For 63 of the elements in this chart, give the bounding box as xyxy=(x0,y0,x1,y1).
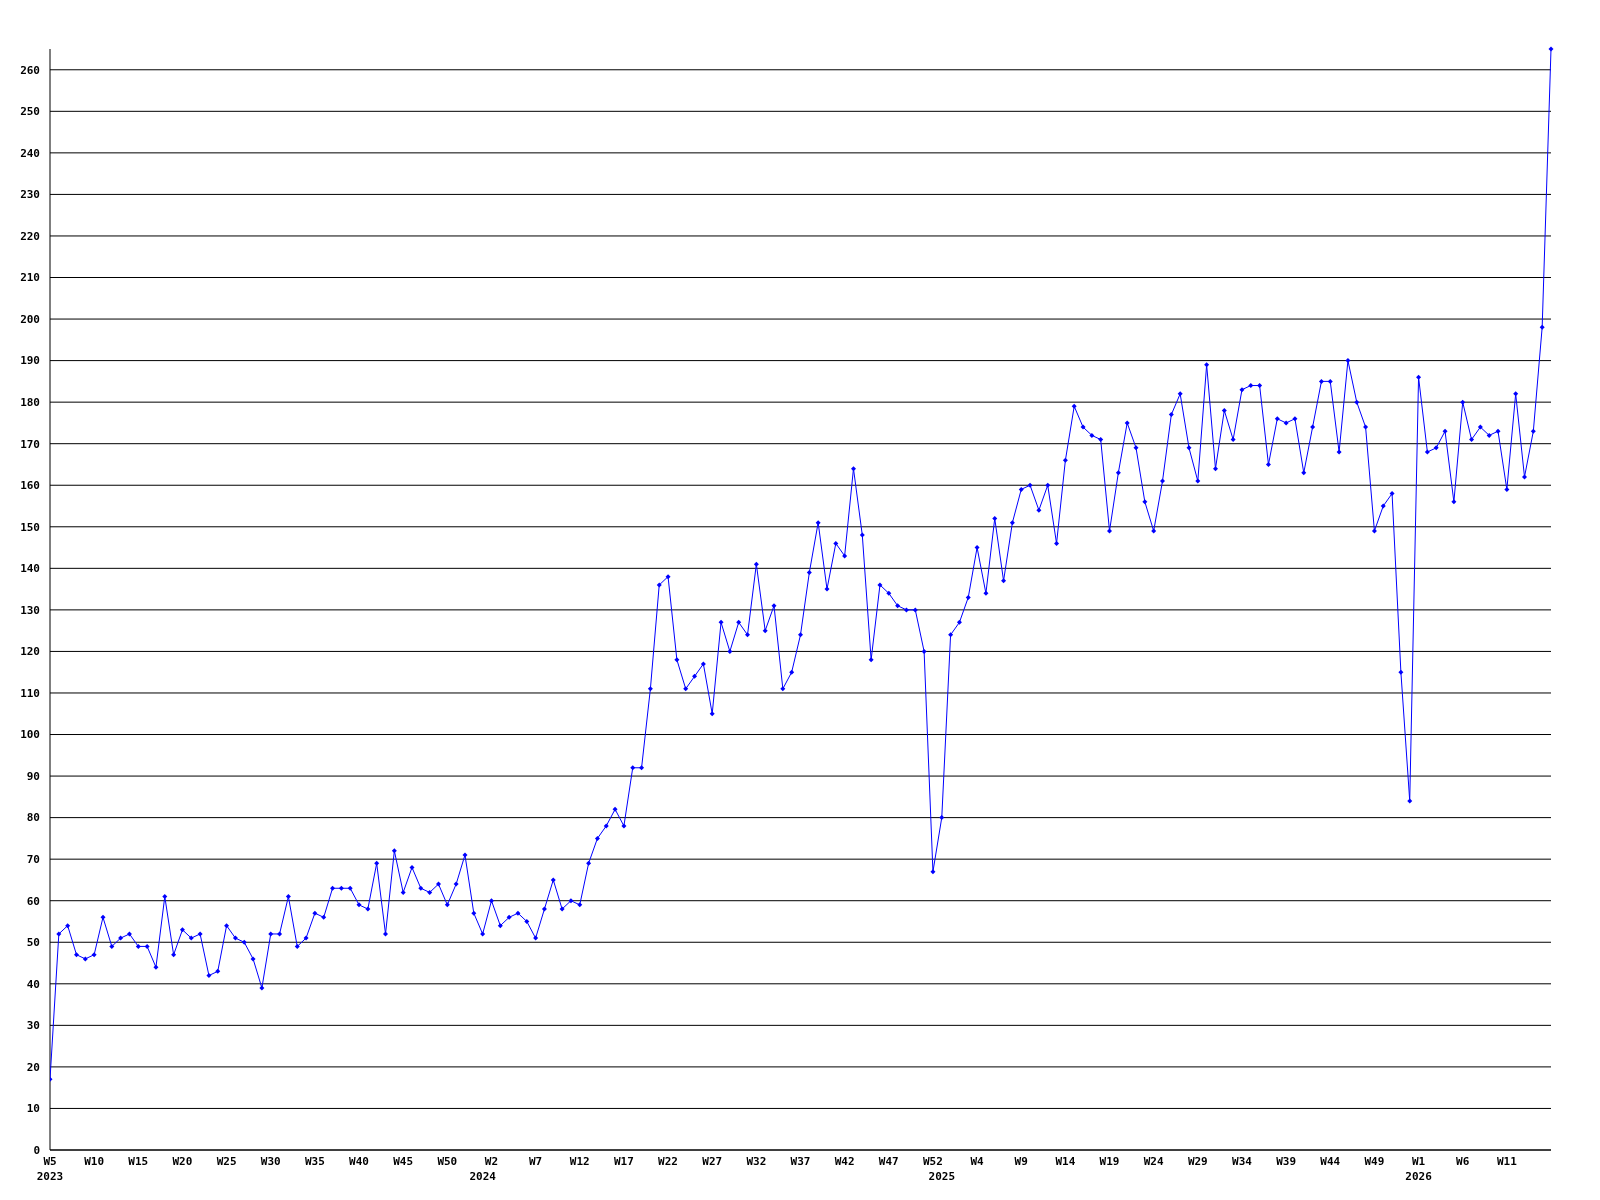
y-tick-label: 130 xyxy=(20,603,40,617)
x-tick-label: W20 xyxy=(172,1155,193,1168)
y-tick-label: 250 xyxy=(20,105,40,119)
y-tick-label: 110 xyxy=(20,686,40,700)
y-tick-label: 30 xyxy=(26,1019,40,1033)
y-tick-label: 50 xyxy=(26,936,40,950)
y-tick-label: 160 xyxy=(20,479,40,493)
y-tick-label: 200 xyxy=(20,312,40,326)
x-tick-label: W47 xyxy=(878,1155,899,1168)
x-tick-label: W6 xyxy=(1456,1155,1470,1168)
y-tick-label: 220 xyxy=(20,229,40,243)
y-tick-label: 80 xyxy=(26,811,40,825)
y-tick-label: 10 xyxy=(26,1102,40,1116)
x-tick-label: W35 xyxy=(304,1155,325,1168)
y-tick-label: 120 xyxy=(20,645,40,659)
x-tick-label: 2025 xyxy=(928,1170,956,1183)
x-tick-label: W50 xyxy=(437,1155,458,1168)
x-tick-label: W27 xyxy=(702,1155,723,1168)
y-tick-label: 180 xyxy=(20,396,40,409)
x-tick-label: W52 xyxy=(923,1155,943,1168)
x-tick-label: W5 2023 xyxy=(36,1155,64,1183)
y-tick-label: 150 xyxy=(20,520,40,534)
y-tick-label: 170 xyxy=(20,437,40,451)
x-tick-label: W11 xyxy=(1496,1155,1518,1168)
y-tick-label: 40 xyxy=(26,977,40,991)
x-tick-label: W42 xyxy=(834,1155,855,1168)
x-tick-label: W29 xyxy=(1187,1155,1208,1168)
x-tick-label: W25 xyxy=(216,1155,237,1168)
x-tick-label: W17 xyxy=(613,1155,634,1168)
x-tick-label: W44 xyxy=(1320,1155,1341,1168)
x-tick-label: W22 xyxy=(658,1155,678,1168)
y-tick-label: 190 xyxy=(20,354,40,368)
x-tick-label: W12 xyxy=(569,1155,590,1168)
y-tick-label: 0 xyxy=(33,1143,40,1157)
x-tick-label: W15 xyxy=(128,1155,149,1168)
y-tick-label: 140 xyxy=(20,562,40,576)
x-tick-label: W19 xyxy=(1099,1155,1120,1168)
x-tick-label: W40 xyxy=(349,1155,369,1168)
x-tick-label: W1 2026 xyxy=(1405,1155,1433,1183)
x-tick-label: W10 xyxy=(84,1155,105,1168)
x-tick-label: W9 xyxy=(1014,1155,1028,1168)
x-tick-label: W24 xyxy=(1143,1155,1164,1168)
y-tick-label: 100 xyxy=(20,728,40,742)
x-tick-label: W49 xyxy=(1364,1155,1385,1168)
y-tick-label: 210 xyxy=(20,271,40,285)
y-tick-label: 60 xyxy=(26,894,40,908)
y-tick-label: 70 xyxy=(26,853,40,867)
y-tick-label: 230 xyxy=(20,188,40,202)
x-tick-label: W7 xyxy=(528,1155,543,1168)
x-tick-label: W30 xyxy=(260,1155,281,1168)
x-tick-label: W45 xyxy=(393,1155,414,1168)
x-tick-label: W32 xyxy=(746,1155,767,1168)
x-tick-label: 2024 xyxy=(469,1170,497,1183)
x-tick-label: W4 xyxy=(970,1155,985,1168)
y-tick-label: 20 xyxy=(26,1060,40,1074)
x-tick-label: W39 xyxy=(1276,1155,1297,1168)
y-tick-label: 240 xyxy=(20,146,40,160)
y-tick-label: 90 xyxy=(26,769,40,783)
y-tick-label: 260 xyxy=(20,63,40,77)
x-tick-label: W2 xyxy=(484,1155,499,1168)
x-tick-label: W14 xyxy=(1055,1155,1076,1168)
x-tick-label: W37 xyxy=(790,1155,811,1168)
x-tick-label: W34 xyxy=(1232,1155,1253,1168)
